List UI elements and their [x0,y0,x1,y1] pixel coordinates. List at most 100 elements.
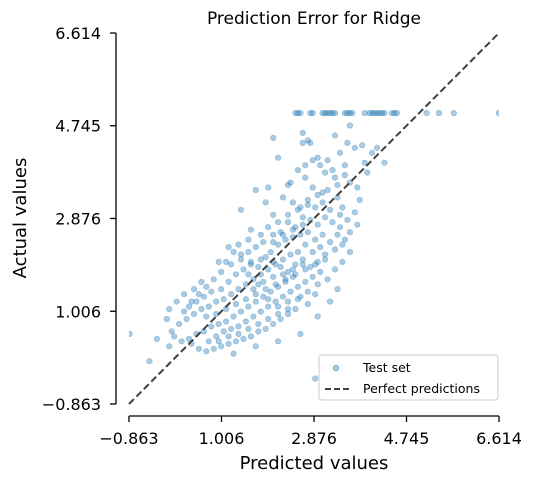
scatter-point [317,268,324,276]
scatter-point [302,266,309,273]
scatter-point [314,154,321,161]
chart-title: Prediction Error for Ridge [207,9,421,29]
scatter-point [279,194,287,201]
scatter-point [146,358,153,365]
scatter-point [228,291,235,298]
scatter-point [252,298,259,305]
scatter-point [223,258,230,266]
scatter-point [277,263,284,271]
scatter-point [255,328,262,335]
scatter-point [235,286,242,293]
scatter-point [235,330,242,338]
scatter-point [324,276,331,283]
scatter-point [349,109,356,117]
scatter-point [250,286,257,293]
scatter-point [195,291,202,298]
scatter-point [327,298,334,305]
scatter-point [284,211,292,218]
scatter-point [275,154,282,161]
scatter-point [289,266,297,273]
scatter-point [270,320,277,328]
scatter-point [314,281,321,288]
scatter-point [299,261,306,268]
scatter-point [346,122,354,129]
scatter-point [181,291,188,298]
scatter-point [225,340,232,347]
scatter-point [294,109,302,117]
scatter-point [299,214,306,221]
scatter-point [294,206,302,213]
scatter-point [242,318,249,325]
x-tick-label: 2.876 [291,429,337,448]
scatter-point [314,221,321,228]
scatter-point [304,196,311,203]
scatter-point [356,196,363,203]
scatter-point [166,306,173,313]
scatter-point [322,256,329,263]
scatter-point [331,266,339,273]
scatter-point [228,325,235,333]
scatter-point [237,251,245,258]
scatter-point [272,281,279,288]
scatter-point [275,303,282,310]
scatter-point [284,306,292,313]
scatter-point [245,248,252,256]
scatter-point [369,149,376,156]
scatter-point [262,286,269,293]
scatter-point [245,303,252,310]
perfect-prediction-line-layer [128,32,500,405]
scatter-point [495,110,499,117]
scatter-point [190,286,198,293]
legend-marker-test-set [332,364,340,372]
scatter-point [327,239,334,246]
scatter-point [213,333,220,340]
scatter-point [284,268,292,276]
scatter-point [208,288,215,295]
scatter-point [257,308,264,315]
scatter-point [292,271,299,278]
scatter-point [265,315,272,323]
scatter-point [282,278,289,285]
scatter-point [215,320,222,328]
y-tick-label: 4.745 [55,117,101,136]
scatter-point [381,159,388,166]
scatter-point [275,241,282,248]
scatter-point [235,241,242,248]
scatter-point [322,251,329,258]
scatter-point [346,109,354,117]
scatter-point [339,258,346,266]
scatter-point [225,278,232,285]
scatter-point [284,310,292,318]
scatter-point [275,219,282,226]
scatter-point [232,271,240,278]
scatter-point [250,313,257,320]
scatter-point [198,306,205,313]
scatter-point [262,253,269,261]
scatter-point [223,318,230,325]
y-tick-label: 6.614 [55,24,101,43]
scatter-point [361,159,368,166]
scatter-point [237,256,245,263]
y-tick-label: 1.006 [55,302,101,321]
scatter-point [282,236,289,243]
scatter-point [336,224,344,231]
scatter-point [294,296,302,303]
scatter-point [208,323,215,330]
x-tick-label: 4.745 [384,429,430,448]
scatter-point [282,276,289,283]
legend: Test set Perfect predictions [318,354,499,401]
scatter-point [210,345,217,352]
scatter-point [312,375,319,382]
scatter-point [351,144,358,151]
scatter-point [391,109,398,117]
scatter-point [299,139,306,146]
scatter-point [324,109,331,117]
scatter-point [255,263,262,271]
scatter-point [302,278,309,285]
scatter-point [213,298,220,305]
scatter-point [423,109,430,117]
scatter-point [344,139,351,146]
scatter-point [168,328,175,335]
scatter-point [129,330,133,337]
scatter-point [302,174,309,181]
